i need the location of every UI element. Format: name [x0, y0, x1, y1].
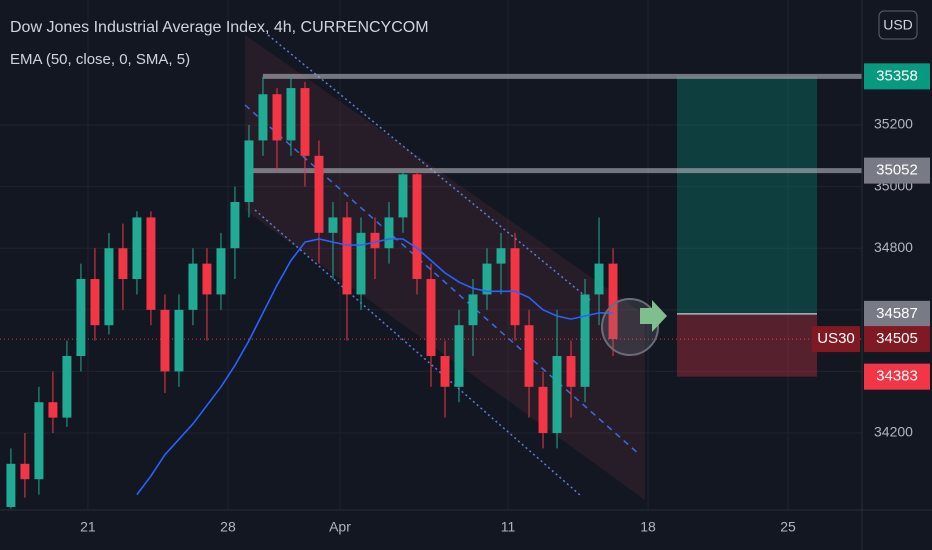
candle-body	[510, 248, 520, 326]
annotations	[601, 298, 667, 356]
candle-body	[20, 463, 30, 480]
candle-body	[90, 279, 100, 326]
candle-body	[258, 94, 268, 141]
price-label-box	[864, 157, 930, 184]
price-label-box	[864, 300, 930, 327]
candle-body	[34, 402, 44, 480]
price-label-box	[864, 63, 930, 90]
drawings	[244, 34, 645, 500]
candle-body	[608, 263, 618, 340]
candle-body	[538, 386, 548, 434]
price-label: 34383	[876, 368, 918, 385]
candle-body	[230, 202, 240, 249]
candle-body	[328, 217, 338, 233]
candle-body	[426, 279, 436, 357]
candle-body	[384, 217, 394, 249]
price-label-box	[864, 326, 930, 353]
candle-body	[286, 88, 296, 141]
candle-body	[160, 309, 170, 372]
candle-body	[244, 140, 254, 203]
candle-body	[118, 248, 128, 280]
candle-body	[398, 174, 408, 218]
candle-body	[356, 232, 366, 295]
candle-body	[146, 217, 156, 310]
highlight-circle	[601, 298, 659, 356]
price-label: 34587	[876, 305, 918, 322]
candle-body	[468, 294, 478, 326]
candle-body	[580, 294, 590, 387]
currency-button[interactable]	[878, 10, 918, 40]
x-tick-label: 21	[80, 519, 96, 535]
target-zone	[677, 76, 817, 314]
candle-body	[566, 356, 576, 387]
candle-body	[454, 325, 464, 387]
price-label: 34505	[876, 330, 918, 347]
axes: 3420034400346003480035000352002128Apr111…	[80, 63, 930, 535]
candle-body	[202, 263, 212, 295]
channel-bottom	[254, 209, 581, 496]
x-tick-label: 28	[220, 519, 236, 535]
channel-fill	[245, 35, 645, 500]
candle-body	[188, 263, 198, 310]
arrow	[640, 300, 667, 332]
candle-body	[412, 174, 422, 280]
candle-body	[552, 356, 562, 434]
candle-body	[104, 248, 114, 326]
candle-body	[496, 248, 506, 264]
y-tick-label: 35200	[874, 116, 913, 132]
currency-label[interactable]: USD	[883, 17, 913, 33]
x-tick-label: Apr	[329, 519, 351, 535]
x-tick-label: 25	[780, 519, 796, 535]
candle-body	[76, 279, 86, 357]
x-tick-label: 18	[640, 519, 656, 535]
candle-body	[342, 217, 352, 295]
candle-body	[594, 263, 604, 295]
candle-body	[6, 463, 16, 507]
candle-body	[524, 325, 534, 387]
candle-body	[132, 217, 142, 280]
candle-body	[440, 356, 450, 387]
candle-body	[216, 248, 226, 295]
price-label: 35052	[876, 162, 918, 179]
ema-line	[136, 238, 613, 496]
candle-body	[370, 232, 380, 249]
price-label: 35358	[876, 67, 918, 84]
candle-body	[272, 94, 282, 141]
candle-body	[48, 402, 58, 418]
symbol-label: US30	[817, 330, 855, 347]
candle-body	[482, 263, 492, 295]
chart-title: Dow Jones Industrial Average Index, 4h, …	[10, 19, 429, 36]
x-tick-label: 11	[501, 519, 516, 535]
candle-body	[62, 356, 72, 418]
y-tick-label: 34800	[874, 239, 913, 255]
candle-body	[174, 309, 184, 372]
symbol-label-box	[812, 326, 860, 353]
indicator-label: EMA (50, close, 0, SMA, 5)	[10, 51, 190, 68]
marks	[0, 73, 862, 509]
candle-body	[300, 88, 310, 156]
candle-body	[314, 155, 324, 233]
stop-zone	[677, 313, 817, 377]
price-label-box	[864, 363, 930, 390]
y-tick-label: 34200	[874, 424, 913, 440]
